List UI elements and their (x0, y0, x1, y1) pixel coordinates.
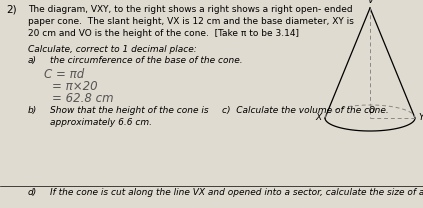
Text: O: O (369, 106, 375, 115)
Text: = 62.8 cm: = 62.8 cm (52, 92, 114, 105)
Text: 20 cm and VO is the height of the cone.  [Take π to be 3.14]: 20 cm and VO is the height of the cone. … (28, 29, 299, 38)
Text: The diagram, VXY, to the right shows a right shows a right open- ended: The diagram, VXY, to the right shows a r… (28, 5, 353, 14)
Text: = π×20: = π×20 (52, 80, 98, 93)
Text: approximately 6.6 cm.: approximately 6.6 cm. (50, 118, 152, 127)
Text: Y: Y (418, 114, 423, 123)
Text: Calculate, correct to 1 decimal place:: Calculate, correct to 1 decimal place: (28, 45, 197, 54)
Text: Show that the height of the cone is: Show that the height of the cone is (50, 106, 209, 115)
Text: paper cone.  The slant height, VX is 12 cm and the base diameter, XY is: paper cone. The slant height, VX is 12 c… (28, 17, 354, 26)
Text: d): d) (28, 188, 37, 197)
Text: If the cone is cut along the line VX and opened into a sector, calculate the siz: If the cone is cut along the line VX and… (50, 188, 423, 197)
Text: b): b) (28, 106, 37, 115)
Text: X: X (316, 114, 322, 123)
Text: C = πd: C = πd (44, 68, 84, 81)
Text: the circumference of the base of the cone.: the circumference of the base of the con… (50, 56, 243, 65)
Text: 2): 2) (6, 5, 16, 15)
Text: V: V (367, 0, 373, 5)
Text: a): a) (28, 56, 37, 65)
Text: c)  Calculate the volume of the cone.: c) Calculate the volume of the cone. (222, 106, 389, 115)
